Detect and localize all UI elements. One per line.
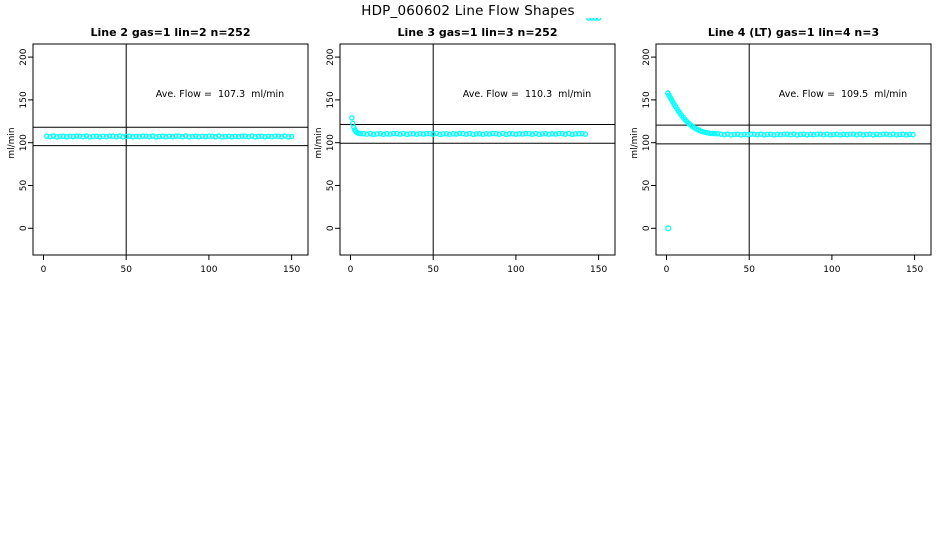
plot-box: [32, 43, 309, 256]
y-tick-label: 0: [642, 225, 652, 231]
data-points: [349, 18, 602, 138]
x-tick-label: 150: [590, 265, 607, 275]
y-axis: 0 50 100 150 200: [326, 48, 340, 231]
data-points: [44, 133, 295, 140]
x-tick-label: 150: [283, 265, 300, 275]
x-tick-label: 100: [200, 265, 217, 275]
x-tick-label: 0: [664, 265, 670, 275]
x-tick-label: 0: [41, 265, 47, 275]
axes: [339, 43, 616, 256]
x-tick-label: 50: [427, 265, 439, 275]
y-tick-label: 100: [642, 134, 652, 151]
y-tick-label: 200: [19, 48, 29, 65]
y-tick-label: 50: [326, 180, 336, 192]
y-tick-label: 200: [326, 48, 336, 65]
y-axis: 0 50 100 150 200: [19, 48, 33, 231]
ave-flow-annotation: Ave. Flow = 107.3 ml/min: [155, 89, 285, 100]
main-title: HDP_060602 Line Flow Shapes: [361, 3, 575, 19]
x-tick-label: 0: [348, 265, 354, 275]
x-axis: 0 50 100 150: [41, 255, 300, 275]
panel-title: Line 4 (LT) gas=1 lin=4 n=3: [707, 26, 880, 39]
y-tick-label: 0: [19, 225, 29, 231]
y-tick-label: 100: [326, 134, 336, 151]
x-axis: 0 50 100 150: [664, 255, 923, 275]
y-tick-label: 150: [326, 91, 336, 108]
plot-area: 0 50 100 150 0 50 100 150 200: [642, 43, 932, 275]
y-axis: 0 50 100 150 200: [642, 48, 656, 231]
plot-box: [655, 43, 932, 256]
panel-title: Line 3 gas=1 lin=3 n=252: [397, 26, 558, 39]
y-tick-label: 150: [642, 91, 652, 108]
panel-line-4-lt: Line 4 (LT) gas=1 lin=4 n=3 ml/min Ave. …: [623, 18, 935, 280]
plot-box: [339, 43, 616, 256]
panel-title: Line 2 gas=1 lin=2 n=252: [90, 26, 251, 39]
x-tick-label: 50: [120, 265, 132, 275]
x-tick-label: 50: [743, 265, 755, 275]
x-tick-label: 100: [507, 265, 524, 275]
isolated-zero-flow-point: [665, 225, 672, 232]
ave-flow-annotation: Ave. Flow = 109.5 ml/min: [778, 89, 908, 100]
axes: [32, 43, 309, 256]
data-points: [665, 90, 916, 232]
y-tick-label: 50: [642, 180, 652, 192]
x-axis: 0 50 100 150: [348, 255, 607, 275]
axes: [655, 43, 932, 256]
y-tick-label: 0: [326, 225, 336, 231]
plot-area: 0 50 100 150 0 50 100 150 200: [19, 43, 309, 275]
y-tick-label: 100: [19, 134, 29, 151]
x-tick-label: 100: [823, 265, 840, 275]
ave-flow-annotation: Ave. Flow = 110.3 ml/min: [462, 89, 592, 100]
x-tick-label: 150: [906, 265, 923, 275]
y-tick-label: 50: [19, 180, 29, 192]
plot-area: 0 50 100 150 0 50 100 150 200: [326, 18, 616, 275]
panel-line-3: Line 3 gas=1 lin=3 n=252 ml/min Ave. Flo…: [307, 18, 619, 280]
y-tick-label: 200: [642, 48, 652, 65]
y-tick-label: 150: [19, 91, 29, 108]
panel-line-2: Line 2 gas=1 lin=2 n=252 ml/min Ave. Flo…: [0, 18, 312, 280]
